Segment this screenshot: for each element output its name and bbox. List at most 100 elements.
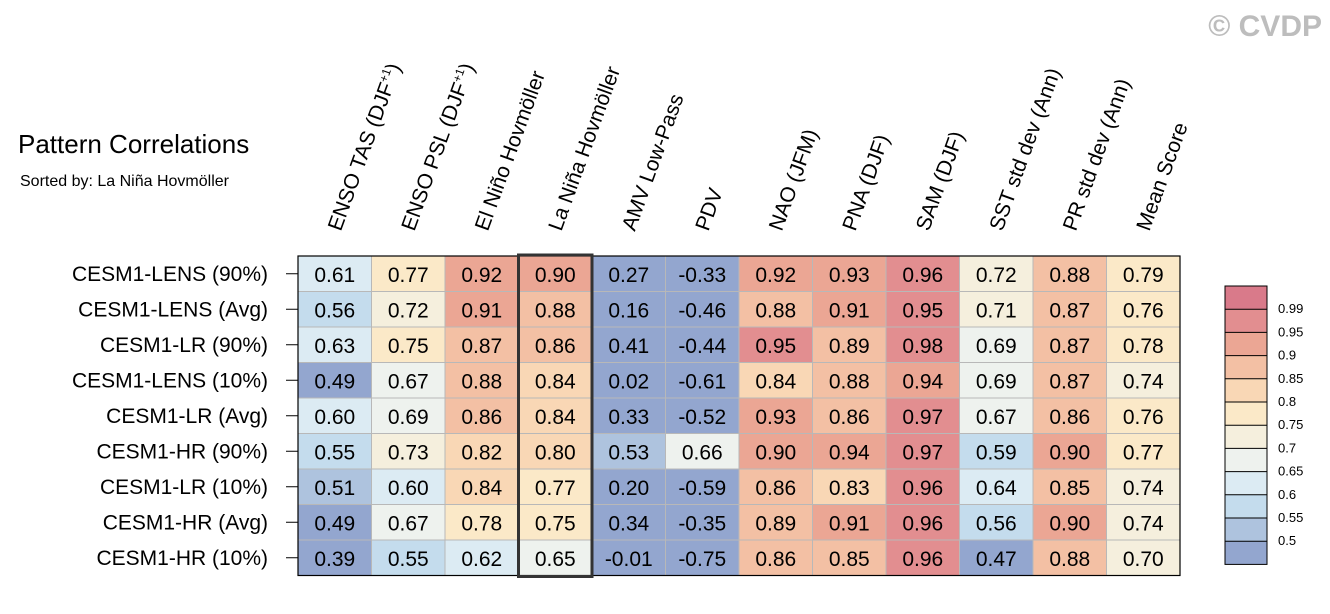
cell-value: 0.90 <box>755 441 796 464</box>
heatmap-cell-r6-c5 <box>665 469 739 505</box>
cell-value: 0.86 <box>829 406 870 429</box>
cell-value: 0.90 <box>535 264 576 287</box>
column-label-sam-djf: SAM (DJF) <box>912 128 969 233</box>
cell-value: 0.65 <box>535 548 576 571</box>
colorbar-segment <box>1225 448 1267 472</box>
cell-value: 0.89 <box>829 335 870 358</box>
heatmap-cell-r3-c2 <box>445 362 519 398</box>
cell-value: 0.77 <box>1123 441 1164 464</box>
column-label-sup: +1 <box>450 66 468 84</box>
cell-value: 0.88 <box>1049 548 1090 571</box>
heatmap-cell-r3-c4 <box>592 362 666 398</box>
heatmap-cell-r0-c4 <box>592 256 666 292</box>
cell-value: 0.74 <box>1123 512 1164 535</box>
heatmap-cell-r6-c11 <box>1106 469 1180 505</box>
cell-value: 0.96 <box>902 512 943 535</box>
cell-value: 0.89 <box>755 512 796 535</box>
column-label-enso-psl-djf: ENSO PSL (DJF+1) <box>396 60 479 234</box>
heatmap-cell-r7-c8 <box>886 504 960 540</box>
cell-value: 0.84 <box>461 477 502 500</box>
row-label-cesm1-lr-10: CESM1-LR (10%) <box>100 476 268 499</box>
colorbar-label: 0.55 <box>1278 510 1303 525</box>
colorbar-label: 0.6 <box>1278 487 1296 502</box>
cell-value: 0.27 <box>608 264 649 287</box>
heatmap-cell-r8-c6 <box>739 540 813 576</box>
cell-value: 0.97 <box>902 441 943 464</box>
heatmap-cell-r8-c5 <box>665 540 739 576</box>
cell-value: 0.74 <box>1123 477 1164 500</box>
colorbar: 0.99 0.95 0.9 0.85 0.8 0.75 0.7 0.65 0.6 0.55 0.5 <box>1224 285 1303 565</box>
heatmap-cell-r7-c5 <box>665 504 739 540</box>
cell-value: 0.16 <box>608 299 649 322</box>
heatmap-cell-r2-c8 <box>886 327 960 363</box>
heatmap-cell-r4-c8 <box>886 398 960 434</box>
heatmap-cell-r0-c11 <box>1106 256 1180 292</box>
cell-value: 0.20 <box>608 477 649 500</box>
heatmap-cell-r8-c9 <box>959 540 1033 576</box>
heatmap-cell-r4-c10 <box>1033 398 1107 434</box>
heatmap-cell-r5-c1 <box>371 433 445 469</box>
column-label-pna-djf: PNA (DJF) <box>838 132 894 234</box>
column-label-mean-score: Mean Score <box>1132 119 1192 233</box>
heatmap-cell-r7-c9 <box>959 504 1033 540</box>
heatmap-cell-r0-c2 <box>445 256 519 292</box>
cell-value: 0.39 <box>314 548 355 571</box>
colorbar-segment <box>1225 471 1267 495</box>
heatmap-cell-r5-c8 <box>886 433 960 469</box>
colorbar-label: 0.85 <box>1278 371 1303 386</box>
column-label-amv-low-pass: AMV Low-Pass <box>618 91 689 234</box>
cell-value: 0.60 <box>388 477 429 500</box>
cell-value: 0.93 <box>829 264 870 287</box>
heatmap-cell-r6-c9 <box>959 469 1033 505</box>
row-label-cesm1-lens-90: CESM1-LENS (90%) <box>72 263 268 286</box>
column-label-text: PR std dev (Ann) <box>1059 76 1135 234</box>
heatmap-cell-r7-c11 <box>1106 504 1180 540</box>
colorbar-label: 0.65 <box>1278 464 1303 479</box>
cell-value: 0.60 <box>314 406 355 429</box>
highlighted-column-box <box>517 253 594 578</box>
heatmap-cell-r1-c4 <box>592 291 666 327</box>
heatmap-cell-r0-c9 <box>959 256 1033 292</box>
cell-value: 0.75 <box>535 512 576 535</box>
heatmap-cell-r7-c10 <box>1033 504 1107 540</box>
heatmap-cell-r2-c4 <box>592 327 666 363</box>
cell-value: -0.35 <box>678 512 726 535</box>
cell-value: 0.76 <box>1123 406 1164 429</box>
heatmap-cell-r2-c6 <box>739 327 813 363</box>
cell-value: 0.61 <box>314 264 355 287</box>
column-label-text: ENSO TAS (DJF <box>324 80 399 234</box>
heatmap-cell-r6-c4 <box>592 469 666 505</box>
cell-value: 0.33 <box>608 406 649 429</box>
cell-value: 0.78 <box>461 512 502 535</box>
heatmap-cell-r7-c4 <box>592 504 666 540</box>
heatmap-cell-r5-c6 <box>739 433 813 469</box>
heatmap-cell-r2-c5 <box>665 327 739 363</box>
heatmap-cell-r8-c7 <box>812 540 886 576</box>
heatmap-cell-r1-c2 <box>445 291 519 327</box>
column-label-text: SST std dev (Ann) <box>985 65 1065 234</box>
row-label-cesm1-lr-avg: CESM1-LR (Avg) <box>106 405 268 428</box>
cell-value: 0.64 <box>976 477 1017 500</box>
colorbar-label: 0.99 <box>1278 301 1303 316</box>
heatmap-cell-r0-c0 <box>298 256 372 292</box>
heatmap-cell-r8-c10 <box>1033 540 1107 576</box>
colorbar-label: 0.95 <box>1278 324 1303 339</box>
cell-value: 0.02 <box>608 370 649 393</box>
cell-value: 0.77 <box>535 477 576 500</box>
heatmap-cell-r4-c2 <box>445 398 519 434</box>
heatmap-cell-r2-c0 <box>298 327 372 363</box>
row-label-cesm1-lens-avg: CESM1-LENS (Avg) <box>78 298 268 321</box>
heatmap-cell-r3-c1 <box>371 362 445 398</box>
cell-value: 0.69 <box>388 406 429 429</box>
heatmap-grid <box>297 253 1181 578</box>
heatmap-cell-r1-c10 <box>1033 291 1107 327</box>
heatmap-cell-r4-c0 <box>298 398 372 434</box>
heatmap-cell-r5-c10 <box>1033 433 1107 469</box>
heatmap-cell-r4-c5 <box>665 398 739 434</box>
cell-value: 0.91 <box>829 512 870 535</box>
cell-value: 0.79 <box>1123 264 1164 287</box>
cell-value: 0.95 <box>755 335 796 358</box>
cell-value: 0.87 <box>1049 299 1090 322</box>
heatmap-cell-r0-c1 <box>371 256 445 292</box>
heatmap-cell-r1-c0 <box>298 291 372 327</box>
